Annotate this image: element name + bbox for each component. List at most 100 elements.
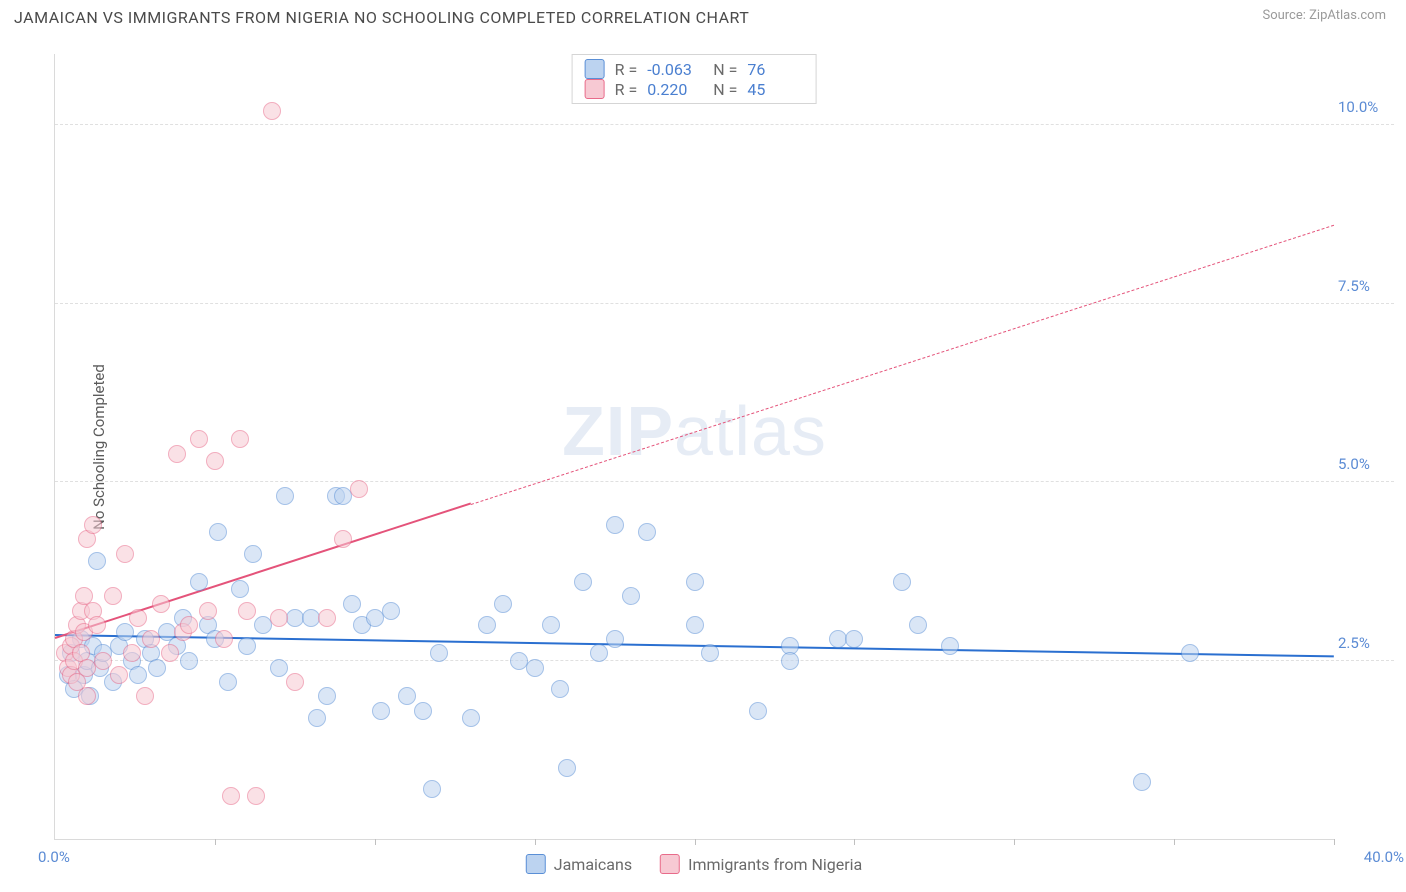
data-point-jamaicans	[88, 552, 106, 570]
data-point-jamaicans	[116, 623, 134, 641]
y-tick-label: 7.5%	[1338, 277, 1398, 295]
data-point-jamaicans	[558, 759, 576, 777]
data-point-nigeria	[129, 609, 147, 627]
x-tick	[854, 839, 855, 845]
data-point-jamaicans	[941, 637, 959, 655]
source-attribution: Source: ZipAtlas.com	[1262, 8, 1386, 23]
data-point-jamaicans	[909, 616, 927, 634]
swatch-icon	[585, 59, 605, 79]
data-point-jamaicans	[1133, 773, 1151, 791]
x-axis-start-label: 0.0%	[38, 848, 70, 866]
data-point-jamaicans	[845, 630, 863, 648]
legend-label: Immigrants from Nigeria	[688, 855, 862, 874]
data-point-jamaicans	[209, 523, 227, 541]
data-point-jamaicans	[398, 687, 416, 705]
data-point-jamaicans	[414, 702, 432, 720]
data-point-nigeria	[142, 630, 160, 648]
data-point-jamaicans	[749, 702, 767, 720]
x-tick	[535, 839, 536, 845]
data-point-nigeria	[270, 609, 288, 627]
stats-row-jamaicans: R = -0.063 N = 76	[585, 59, 804, 79]
data-point-jamaicans	[244, 545, 262, 563]
data-point-nigeria	[104, 587, 122, 605]
plot-region: ZIPatlas 2.5%5.0%7.5%10.0%	[54, 54, 1334, 840]
data-point-jamaicans	[781, 652, 799, 670]
data-point-jamaicans	[372, 702, 390, 720]
x-tick	[1014, 839, 1015, 845]
data-point-nigeria	[123, 644, 141, 662]
data-point-jamaicans	[1181, 644, 1199, 662]
data-point-jamaicans	[686, 573, 704, 591]
gridline	[55, 481, 1394, 482]
data-point-nigeria	[286, 673, 304, 691]
data-point-jamaicans	[606, 630, 624, 648]
data-point-nigeria	[110, 666, 128, 684]
chart-title: JAMAICAN VS IMMIGRANTS FROM NIGERIA NO S…	[14, 8, 749, 27]
data-point-jamaicans	[542, 616, 560, 634]
correlation-stats-box: R = -0.063 N = 76R = 0.220 N = 45	[572, 54, 817, 104]
gridline	[55, 124, 1394, 125]
x-tick	[215, 839, 216, 845]
data-point-jamaicans	[494, 595, 512, 613]
data-point-nigeria	[231, 430, 249, 448]
n-value: 45	[747, 80, 803, 99]
data-point-nigeria	[247, 787, 265, 805]
data-point-jamaicans	[526, 659, 544, 677]
n-label: N =	[713, 60, 737, 79]
data-point-nigeria	[116, 545, 134, 563]
legend-label: Jamaicans	[554, 855, 632, 874]
x-tick	[1174, 839, 1175, 845]
data-point-jamaicans	[590, 644, 608, 662]
data-point-nigeria	[238, 602, 256, 620]
data-point-jamaicans	[574, 573, 592, 591]
x-tick	[1334, 839, 1335, 845]
swatch-icon	[660, 854, 680, 874]
data-point-nigeria	[263, 102, 281, 120]
data-point-nigeria	[78, 687, 96, 705]
data-point-jamaicans	[478, 616, 496, 634]
data-point-jamaicans	[190, 573, 208, 591]
x-tick	[375, 839, 376, 845]
gridline	[55, 303, 1394, 304]
data-point-jamaicans	[622, 587, 640, 605]
data-point-nigeria	[84, 516, 102, 534]
x-tick	[695, 839, 696, 845]
y-tick-label: 10.0%	[1338, 98, 1398, 116]
data-point-nigeria	[334, 530, 352, 548]
data-point-nigeria	[318, 609, 336, 627]
data-point-nigeria	[222, 787, 240, 805]
data-point-jamaicans	[701, 644, 719, 662]
data-point-nigeria	[199, 602, 217, 620]
data-point-nigeria	[206, 452, 224, 470]
data-point-jamaicans	[238, 637, 256, 655]
data-point-nigeria	[152, 595, 170, 613]
data-point-nigeria	[190, 430, 208, 448]
swatch-icon	[585, 79, 605, 99]
r-value: -0.063	[647, 60, 703, 79]
data-point-nigeria	[215, 630, 233, 648]
data-point-jamaicans	[180, 652, 198, 670]
n-value: 76	[747, 60, 803, 79]
data-point-jamaicans	[270, 659, 288, 677]
legend-item-jamaicans: Jamaicans	[526, 854, 632, 874]
data-point-nigeria	[180, 616, 198, 634]
data-point-jamaicans	[638, 523, 656, 541]
data-point-nigeria	[350, 480, 368, 498]
r-value: 0.220	[647, 80, 703, 99]
y-tick-label: 5.0%	[1338, 455, 1398, 473]
r-label: R =	[615, 60, 638, 79]
series-legend: Jamaicans Immigrants from Nigeria	[526, 854, 862, 874]
data-point-jamaicans	[148, 659, 166, 677]
data-point-nigeria	[168, 445, 186, 463]
legend-item-nigeria: Immigrants from Nigeria	[660, 854, 862, 874]
data-point-jamaicans	[382, 602, 400, 620]
data-point-nigeria	[136, 687, 154, 705]
data-point-nigeria	[88, 616, 106, 634]
data-point-jamaicans	[423, 780, 441, 798]
swatch-icon	[526, 854, 546, 874]
data-point-jamaicans	[551, 680, 569, 698]
data-point-jamaicans	[318, 687, 336, 705]
chart-area: No Schooling Completed ZIPatlas 2.5%5.0%…	[54, 54, 1334, 840]
data-point-jamaicans	[893, 573, 911, 591]
n-label: N =	[713, 80, 737, 99]
